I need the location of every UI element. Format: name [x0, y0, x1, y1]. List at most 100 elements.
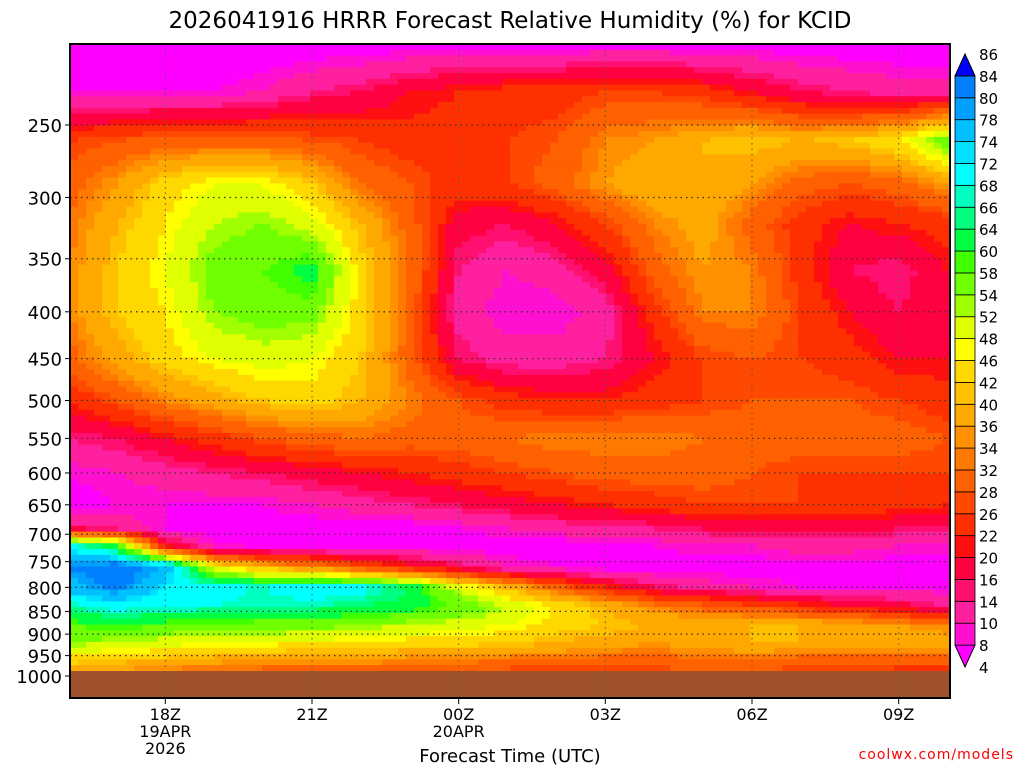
- rh-cell: [414, 253, 423, 260]
- rh-cell: [566, 171, 575, 179]
- rh-cell: [142, 73, 151, 80]
- rh-cell: [862, 49, 871, 57]
- rh-cell: [742, 276, 751, 283]
- rh-cell: [870, 136, 879, 144]
- rh-cell: [462, 136, 471, 144]
- rh-cell: [446, 293, 455, 301]
- rh-cell: [470, 247, 479, 254]
- rh-cell: [582, 61, 591, 68]
- rh-cell: [902, 299, 911, 306]
- rh-cell: [886, 78, 895, 86]
- rh-cell: [726, 90, 735, 97]
- rh-cell: [918, 125, 927, 132]
- rh-cell: [534, 142, 543, 150]
- rh-cell: [782, 84, 791, 92]
- rh-cell: [78, 235, 87, 242]
- rh-cell: [86, 125, 95, 132]
- rh-cell: [926, 165, 935, 173]
- rh-cell: [566, 183, 575, 190]
- rh-cell: [814, 200, 823, 208]
- rh-cell: [110, 282, 119, 289]
- rh-cell: [478, 235, 487, 242]
- rh-cell: [374, 223, 383, 231]
- rh-cell: [182, 61, 191, 68]
- rh-cell: [702, 102, 711, 109]
- rh-cell: [182, 223, 191, 231]
- rh-cell: [798, 142, 807, 150]
- rh-cell: [934, 165, 943, 173]
- rh-cell: [518, 142, 527, 150]
- rh-cell: [510, 223, 519, 231]
- rh-cell: [342, 183, 351, 190]
- rh-cell: [278, 160, 287, 167]
- rh-cell: [126, 142, 135, 150]
- rh-cell: [782, 165, 791, 173]
- rh-cell: [486, 102, 495, 109]
- rh-cell: [686, 282, 695, 289]
- rh-cell: [150, 305, 159, 312]
- rh-cell: [478, 165, 487, 173]
- rh-cell: [454, 293, 463, 301]
- rh-cell: [126, 131, 135, 138]
- rh-cell: [70, 276, 79, 283]
- rh-cell: [70, 102, 79, 109]
- rh-cell: [246, 148, 255, 155]
- rh-cell: [878, 136, 887, 144]
- rh-cell: [910, 125, 919, 132]
- rh-cell: [390, 171, 399, 179]
- rh-cell: [150, 102, 159, 109]
- rh-cell: [126, 67, 135, 74]
- rh-cell: [526, 299, 535, 306]
- rh-cell: [566, 189, 575, 196]
- rh-cell: [70, 212, 79, 219]
- rh-cell: [638, 235, 647, 242]
- rh-cell: [934, 218, 943, 225]
- rh-cell: [662, 241, 671, 248]
- rh-cell: [398, 90, 407, 97]
- rh-cell: [302, 44, 311, 51]
- rh-cell: [510, 276, 519, 283]
- rh-cell: [334, 78, 343, 86]
- rh-cell: [726, 148, 735, 155]
- rh-cell: [278, 165, 287, 173]
- rh-cell: [942, 235, 951, 242]
- rh-cell: [174, 102, 183, 109]
- rh-cell: [406, 90, 415, 97]
- rh-cell: [822, 107, 831, 115]
- rh-cell: [494, 61, 503, 68]
- rh-cell: [470, 67, 479, 74]
- rh-cell: [750, 287, 759, 295]
- rh-cell: [158, 287, 167, 295]
- rh-cell: [478, 229, 487, 237]
- rh-cell: [566, 212, 575, 219]
- rh-cell: [302, 253, 311, 260]
- rh-cell: [366, 264, 375, 272]
- rh-cell: [774, 44, 783, 51]
- rh-cell: [822, 194, 831, 202]
- rh-cell: [374, 119, 383, 126]
- rh-cell: [710, 177, 719, 184]
- rh-cell: [758, 160, 767, 167]
- rh-cell: [686, 229, 695, 237]
- rh-cell: [694, 136, 703, 144]
- rh-cell: [294, 55, 303, 63]
- rh-cell: [654, 218, 663, 225]
- rh-cell: [414, 44, 423, 51]
- rh-cell: [534, 84, 543, 92]
- rh-cell: [438, 61, 447, 68]
- rh-cell: [270, 282, 279, 289]
- rh-cell: [238, 119, 247, 126]
- rh-cell: [646, 78, 655, 86]
- rh-cell: [654, 241, 663, 248]
- rh-cell: [710, 189, 719, 196]
- rh-cell: [734, 293, 743, 301]
- rh-cell: [430, 44, 439, 51]
- rh-cell: [310, 73, 319, 80]
- rh-cell: [494, 67, 503, 74]
- rh-cell: [334, 276, 343, 283]
- rh-cell: [454, 270, 463, 277]
- rh-cell: [838, 55, 847, 63]
- rh-cell: [262, 55, 271, 63]
- rh-cell: [230, 177, 239, 184]
- rh-cell: [862, 148, 871, 155]
